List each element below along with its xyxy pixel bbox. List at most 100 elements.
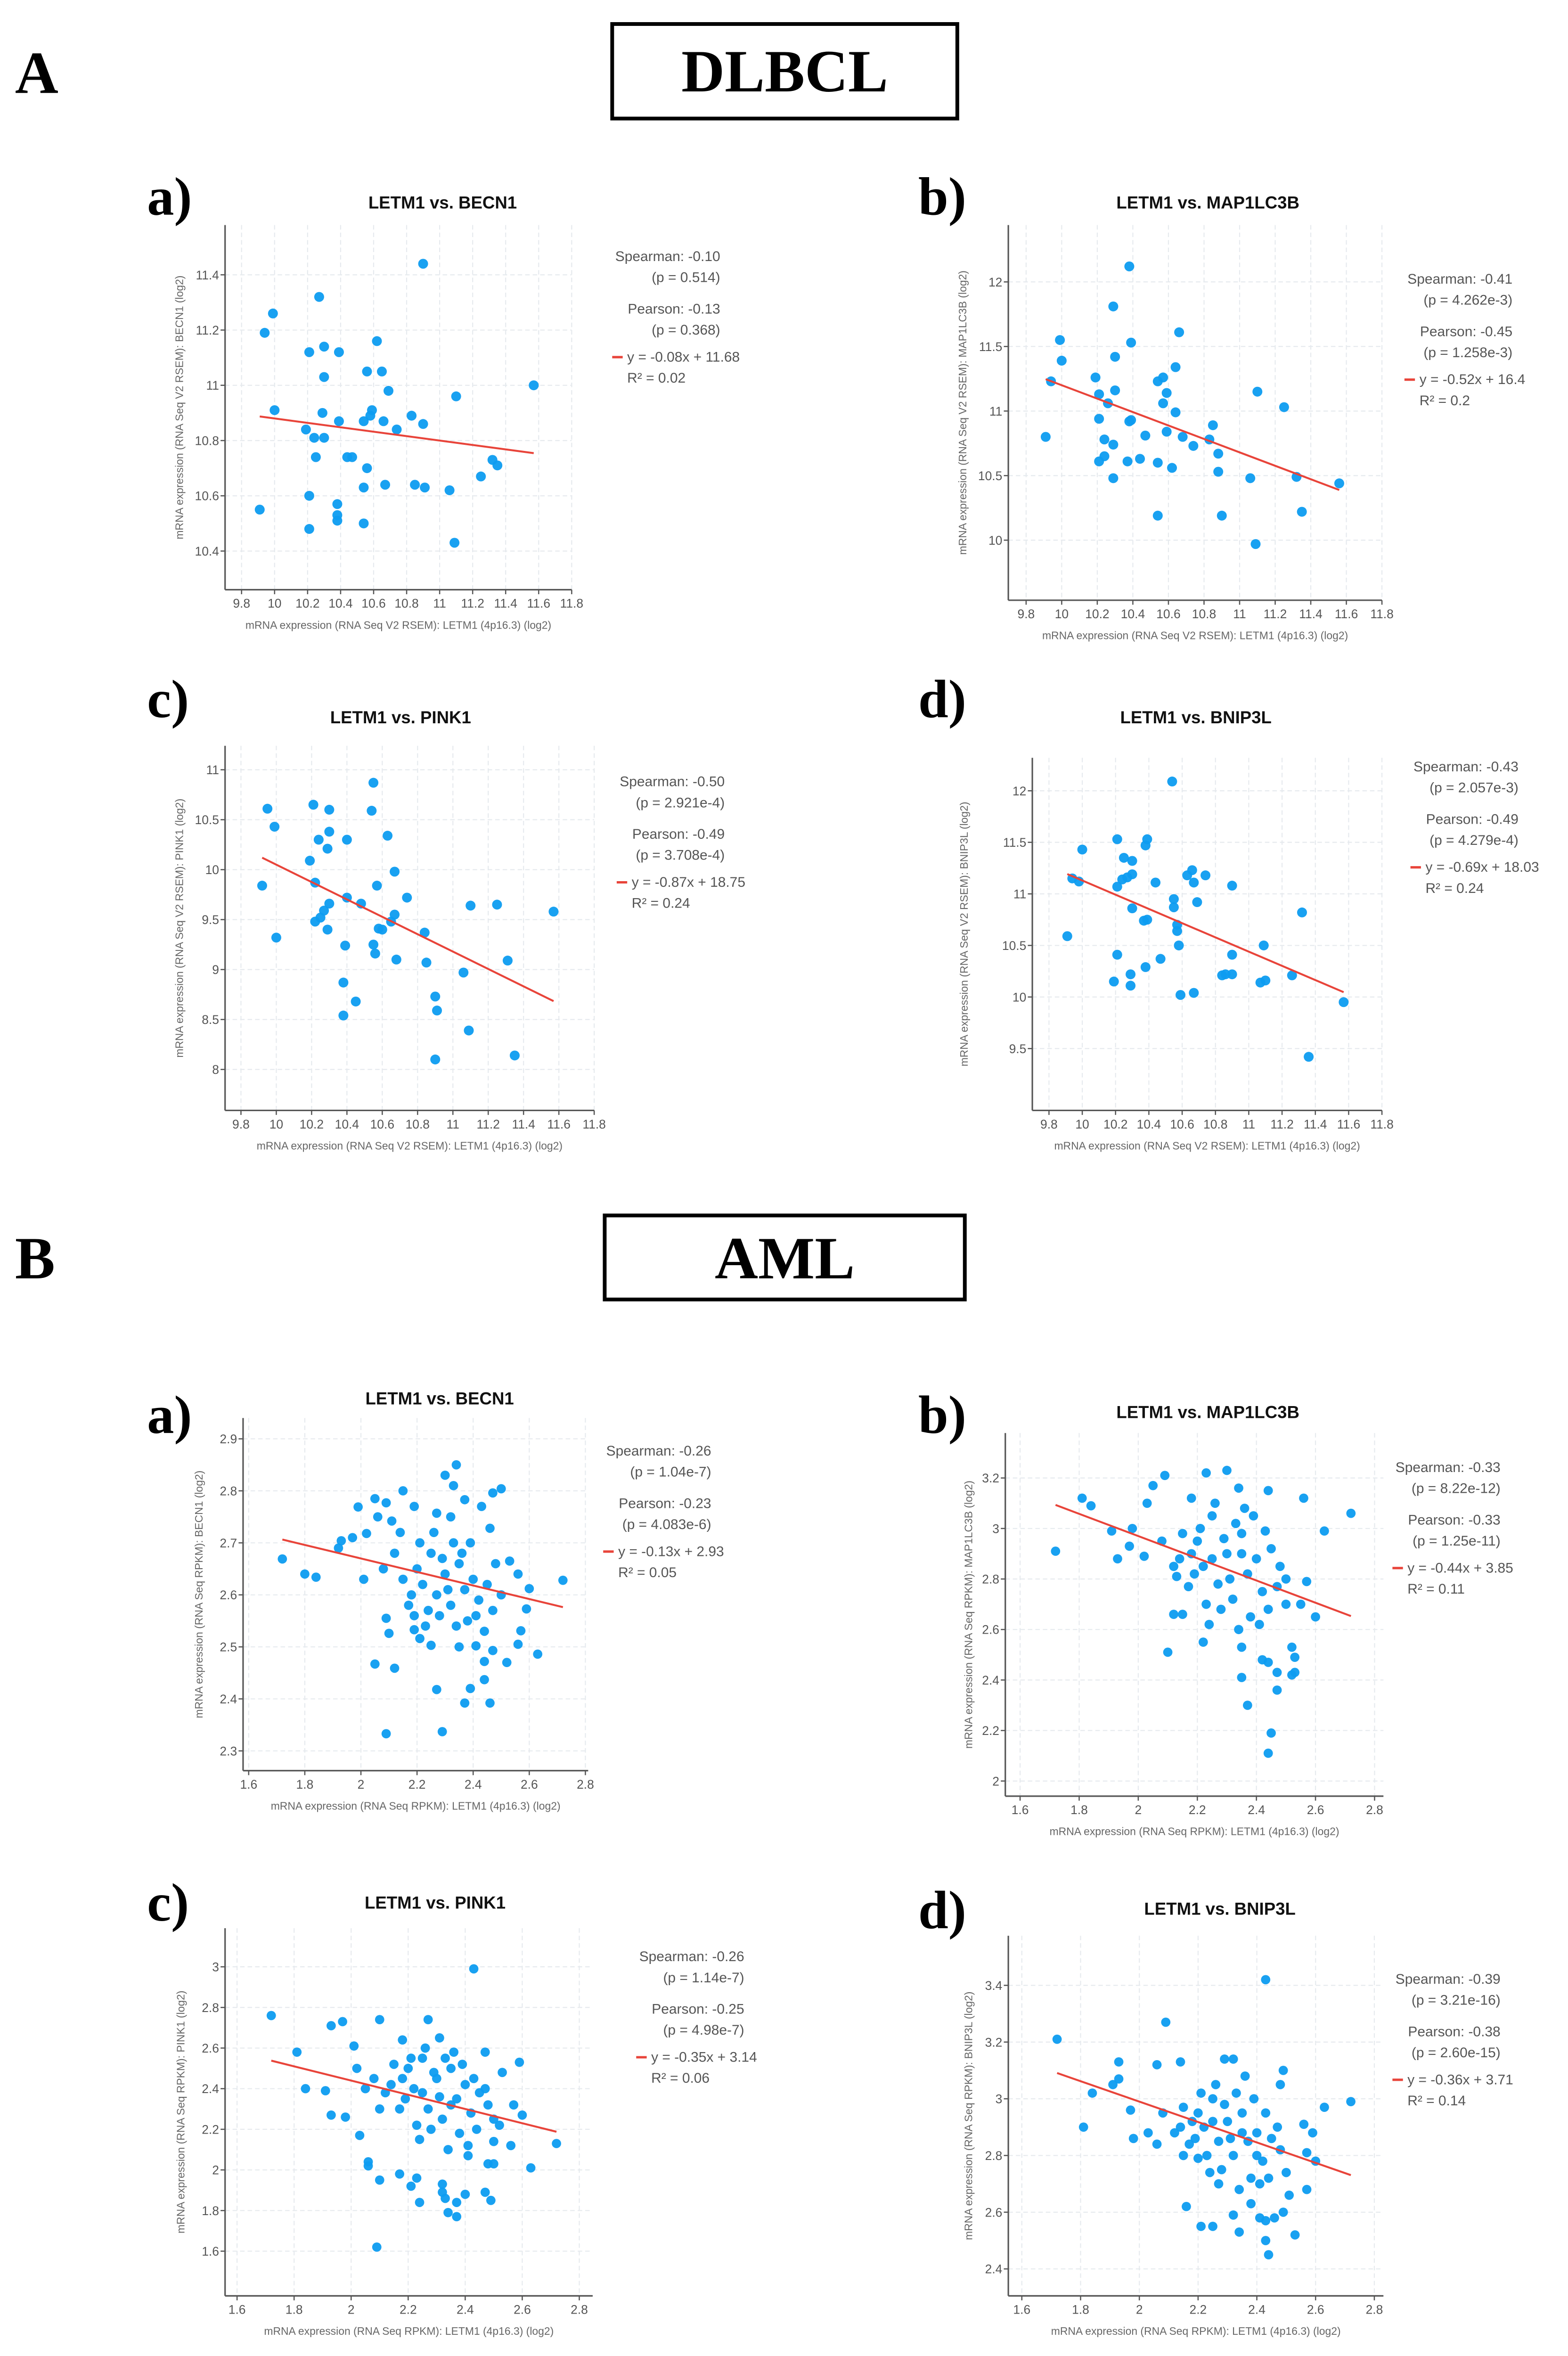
data-point (1281, 1574, 1291, 1584)
data-point (1304, 1052, 1314, 1062)
data-point (266, 2011, 276, 2021)
data-point (1122, 456, 1133, 466)
data-point (347, 452, 357, 462)
data-point (463, 2141, 473, 2151)
data-point (362, 366, 372, 376)
scatter-plot-aml-a: a) LETM1 vs. BECN1 1.6 1.8 2 2.2 2.4 2.6 2.8 2.3 2… (147, 1385, 724, 1812)
data-point (552, 2139, 561, 2148)
data-point (342, 834, 352, 845)
data-point (418, 259, 428, 269)
data-point (308, 800, 318, 810)
x-tick-label: 2.4 (1248, 2303, 1266, 2317)
data-point (426, 2125, 436, 2134)
data-point (1198, 1637, 1208, 1647)
title-box-border (603, 1213, 967, 1301)
data-point (1176, 2122, 1185, 2132)
x-tick-label: 11 (447, 1117, 459, 1131)
x-tick-label: 10.8 (406, 1117, 430, 1131)
data-point (1135, 454, 1145, 464)
data-point (1246, 2173, 1256, 2183)
x-tick-label: 11.2 (461, 597, 484, 611)
data-point (1266, 2134, 1276, 2143)
data-point (1279, 402, 1289, 412)
data-point (1127, 856, 1137, 866)
stats-legend: Spearman: -0.50 (p = 2.921e-4) Pearson: -0… (616, 774, 745, 911)
data-point (1228, 1595, 1238, 1604)
data-point (386, 2080, 396, 2089)
data-point (387, 1516, 397, 1526)
data-point (469, 1964, 479, 1974)
section-title-box-dlbcl: DLBCL (610, 22, 959, 121)
data-point (1140, 962, 1151, 972)
data-point (437, 1554, 447, 1563)
data-point (1263, 1657, 1273, 1667)
data-point (1163, 1647, 1173, 1657)
chart-title: LETM1 vs. BNIP3L (1144, 1899, 1295, 1918)
data-point (1220, 2100, 1229, 2110)
data-point (446, 1600, 456, 1610)
data-point (1251, 1554, 1261, 1564)
data-point (1222, 1465, 1232, 1475)
data-point (1094, 414, 1104, 424)
panel-label: a) (147, 1385, 192, 1445)
stat-pearson-p: (p = 4.083e-6) (622, 1517, 711, 1532)
data-point (488, 1645, 498, 1655)
data-point (517, 2110, 527, 2120)
data-point (1272, 1668, 1282, 1677)
stat-spearman-p: (p = 2.921e-4) (636, 795, 725, 810)
x-tick-label: 1.8 (286, 2303, 303, 2317)
stat-r2: R² = 0.11 (1407, 1581, 1465, 1597)
data-point (309, 433, 319, 443)
data-point (1234, 2227, 1244, 2237)
stat-spearman: Spearman: -0.41 (1407, 271, 1512, 287)
data-point (435, 2033, 444, 2043)
data-point (1261, 1975, 1271, 1985)
data-point (524, 1584, 534, 1594)
data-point (502, 1658, 512, 1668)
x-tick-label: 2.6 (521, 1777, 538, 1792)
data-point (1112, 949, 1122, 960)
data-point (1161, 388, 1172, 398)
x-tick-label: 2.4 (465, 1777, 482, 1792)
y-axis-label: mRNA expression (RNA Seq V2 RSEM): MAP1L… (956, 270, 969, 555)
y-tick-label: 2.6 (220, 1588, 237, 1602)
y-tick-label: 11.5 (979, 340, 1002, 354)
data-point (338, 2017, 347, 2027)
data-point (1216, 1604, 1226, 1614)
y-axis-label: mRNA expression (RNA Seq RPKM): MAP1LC3B… (963, 1481, 975, 1749)
data-point (505, 1556, 514, 1566)
data-point (384, 385, 394, 396)
y-tick-label: 10.5 (1002, 939, 1026, 953)
data-point (1334, 478, 1344, 489)
y-tick-label: 2.4 (985, 2262, 1003, 2276)
stat-spearman: Spearman: -0.10 (615, 249, 720, 264)
data-point (415, 1634, 425, 1644)
data-point (1204, 1620, 1214, 1629)
x-axis-label: mRNA expression (RNA Seq V2 RSEM): LETM1… (245, 619, 551, 631)
data-point (1297, 907, 1307, 917)
regression-line (1055, 1504, 1352, 1617)
data-point (1227, 881, 1237, 891)
stat-pearson-p: (p = 2.60e-15) (1412, 2045, 1501, 2061)
data-point (406, 2053, 416, 2063)
data-point (460, 2189, 470, 2199)
stat-spearman-p: (p = 1.14e-7) (663, 1970, 744, 1986)
data-point (1152, 458, 1163, 468)
y-tick-label: 10 (205, 863, 219, 877)
data-point (1114, 2074, 1124, 2084)
x-tick-label: 11.8 (582, 1117, 605, 1131)
data-point (313, 834, 324, 845)
y-tick-label: 9.5 (1009, 1042, 1027, 1056)
data-point (1237, 1549, 1247, 1559)
data-point (1168, 894, 1179, 904)
data-point (324, 826, 335, 837)
x-axis-label: mRNA expression (RNA Seq RPKM): LETM1 (4… (1051, 2325, 1341, 2337)
y-tick-label: 2.8 (982, 1572, 999, 1587)
data-point (262, 803, 273, 814)
stat-equation: y = -0.08x + 11.68 (627, 349, 740, 365)
data-point (1186, 1493, 1196, 1503)
chart-title: LETM1 vs. BECN1 (368, 193, 517, 213)
data-point (1139, 916, 1149, 926)
data-point (376, 366, 387, 376)
y-tick-label: 10 (1013, 990, 1026, 1004)
